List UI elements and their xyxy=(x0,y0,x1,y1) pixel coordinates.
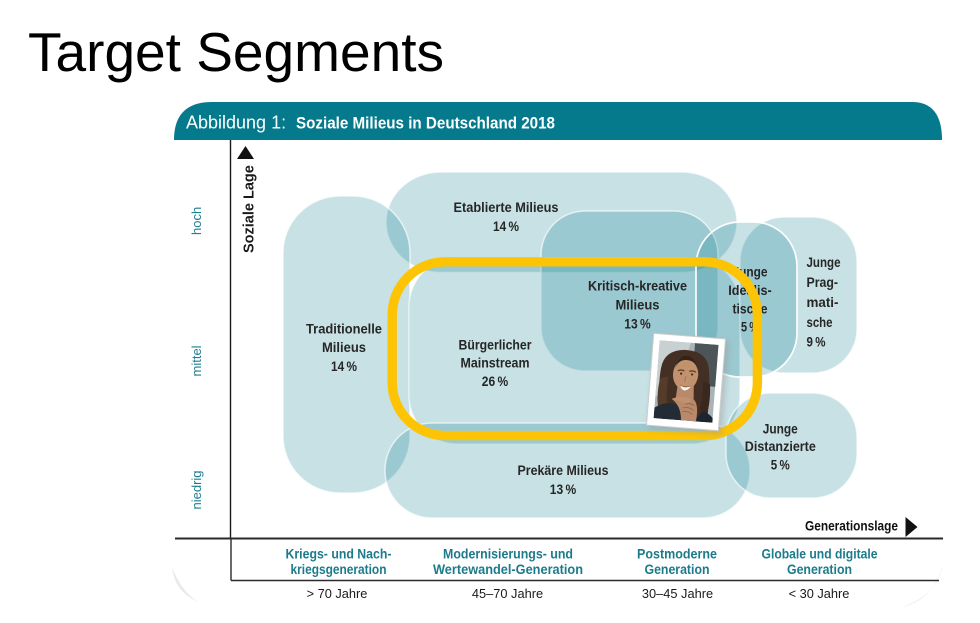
svg-text:Target Segments: Target Segments xyxy=(28,21,444,83)
svg-text:niedrig: niedrig xyxy=(189,470,204,509)
svg-text:Prag-: Prag- xyxy=(807,275,839,290)
svg-text:> 70 Jahre: > 70 Jahre xyxy=(307,586,368,601)
svg-text:Soziale Lage: Soziale Lage xyxy=(242,165,258,253)
svg-text:Bürgerlicher: Bürgerlicher xyxy=(459,338,533,353)
svg-text:13 %: 13 % xyxy=(550,482,577,497)
svg-text:Traditionelle: Traditionelle xyxy=(306,322,382,337)
svg-text:45–70 Jahre: 45–70 Jahre xyxy=(472,586,543,601)
svg-text:Kritisch-kreative: Kritisch-kreative xyxy=(588,279,687,294)
svg-text:Generation: Generation xyxy=(787,561,852,577)
svg-text:Generationslage: Generationslage xyxy=(805,518,898,534)
svg-text:14 %: 14 % xyxy=(493,219,519,234)
svg-text:Etablierte Milieus: Etablierte Milieus xyxy=(454,200,559,215)
svg-text:mittel: mittel xyxy=(189,345,204,376)
svg-text:9 %: 9 % xyxy=(807,335,826,350)
svg-text:mati-: mati- xyxy=(807,295,839,310)
svg-text:Generation: Generation xyxy=(645,561,710,577)
svg-text:Junge: Junge xyxy=(807,255,841,270)
svg-text:Postmoderne: Postmoderne xyxy=(637,546,717,562)
svg-text:Abbildung 1:: Abbildung 1: xyxy=(186,113,286,133)
svg-text:5 %: 5 % xyxy=(771,458,790,473)
svg-text:Milieus: Milieus xyxy=(616,298,660,313)
svg-text:Globale und digitale: Globale und digitale xyxy=(762,546,878,562)
svg-text:Distanzierte: Distanzierte xyxy=(745,439,816,454)
svg-text:Mainstream: Mainstream xyxy=(461,356,530,371)
svg-text:tische: tische xyxy=(733,302,768,317)
svg-text:Wertewandel-Generation: Wertewandel-Generation xyxy=(433,561,583,577)
svg-text:< 30 Jahre: < 30 Jahre xyxy=(789,586,850,601)
svg-text:Modernisierungs- und: Modernisierungs- und xyxy=(443,546,573,562)
svg-text:Prekäre Milieus: Prekäre Milieus xyxy=(518,463,609,478)
svg-text:Junge: Junge xyxy=(763,422,798,437)
svg-text:26 %: 26 % xyxy=(482,374,509,389)
svg-text:30–45 Jahre: 30–45 Jahre xyxy=(642,586,713,601)
svg-text:kriegsgeneration: kriegsgeneration xyxy=(291,561,387,577)
svg-text:Soziale Milieus in Deutschland: Soziale Milieus in Deutschland 2018 xyxy=(296,114,555,133)
svg-text:13 %: 13 % xyxy=(624,317,651,332)
svg-text:hoch: hoch xyxy=(189,207,204,235)
svg-text:sche: sche xyxy=(807,315,833,330)
svg-text:Milieus: Milieus xyxy=(322,340,366,355)
svg-text:Kriegs- und Nach-: Kriegs- und Nach- xyxy=(286,546,392,562)
svg-text:14 %: 14 % xyxy=(331,359,357,374)
